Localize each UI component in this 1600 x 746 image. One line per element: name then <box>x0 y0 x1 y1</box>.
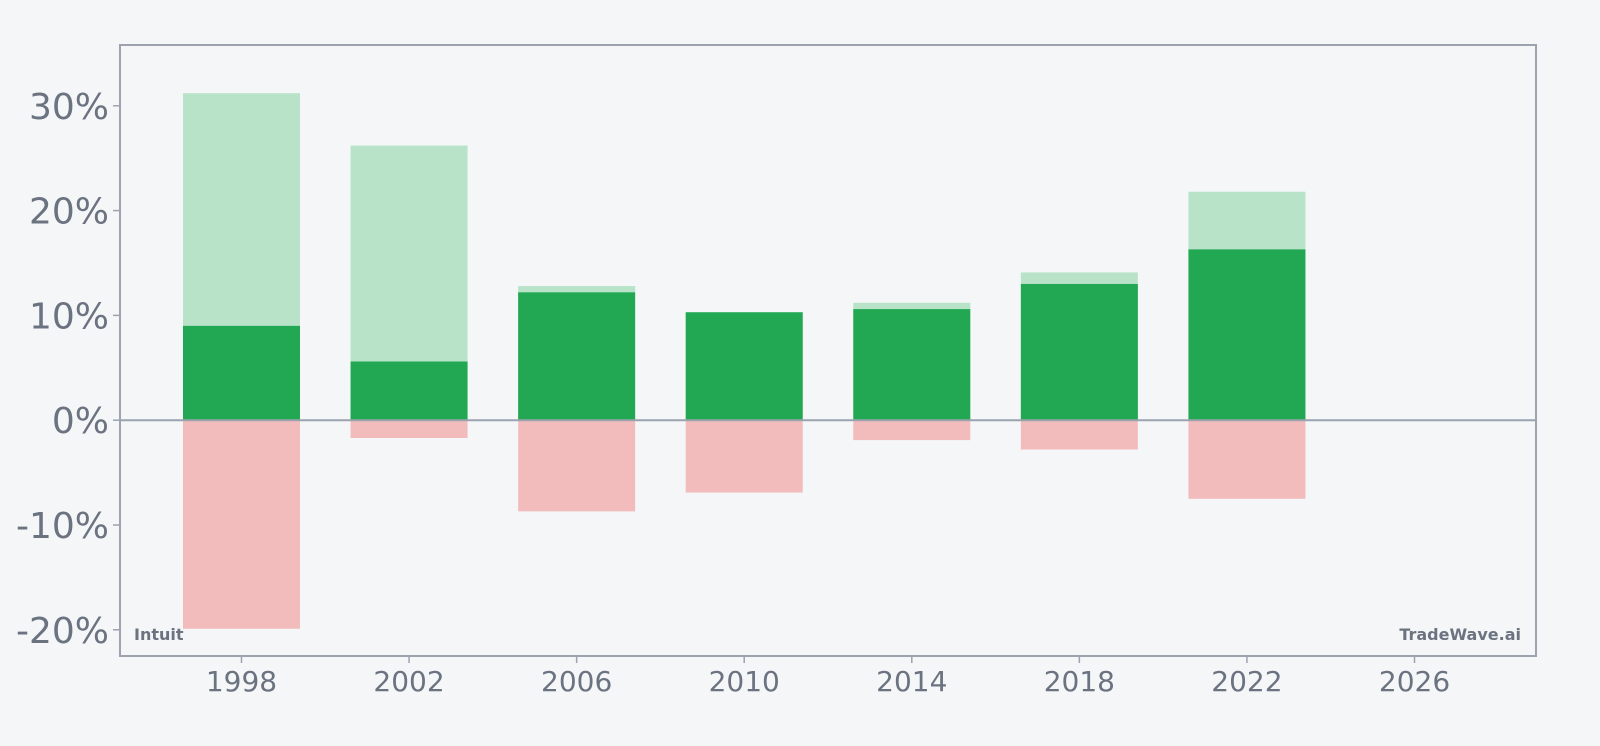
net-bar-2022 <box>1188 249 1306 421</box>
watermark-brand: TradeWave.ai <box>1399 625 1521 644</box>
negative-bar-2006 <box>518 420 636 512</box>
y-tick-label: 0% <box>52 401 109 442</box>
net-bar-1998 <box>182 325 300 421</box>
negative-bar-2022 <box>1188 420 1306 499</box>
y-tick-label: -20% <box>16 611 109 652</box>
y-tick-label: 20% <box>29 192 109 233</box>
net-bar-2010 <box>685 312 803 421</box>
y-tick-label: 10% <box>29 296 109 337</box>
negative-bars <box>182 420 1306 629</box>
y-tick-label: -10% <box>16 506 109 547</box>
x-tick-label: 2010 <box>709 665 780 698</box>
negative-bar-2018 <box>1020 420 1138 450</box>
negative-bar-2010 <box>685 420 803 493</box>
x-tick-label: 2022 <box>1211 665 1282 698</box>
x-tick-label: 2026 <box>1379 665 1450 698</box>
net-bars <box>182 249 1306 421</box>
y-axis: 30% 20% 10% 0% -10% -20% <box>16 87 120 652</box>
x-tick-label: 1998 <box>206 665 277 698</box>
negative-bar-2014 <box>853 420 971 441</box>
x-tick-label: 2018 <box>1044 665 1115 698</box>
negative-bar-1998 <box>182 420 300 629</box>
x-tick-label: 2014 <box>876 665 947 698</box>
y-tick-label: 30% <box>29 87 109 128</box>
net-bar-2018 <box>1020 283 1138 421</box>
negative-bar-2002 <box>350 420 468 439</box>
x-axis: 1998 2002 2006 2010 2014 2018 2022 2026 <box>206 656 1450 698</box>
x-tick-label: 2002 <box>373 665 444 698</box>
net-bar-2006 <box>518 292 636 421</box>
plot-frame <box>119 44 1537 657</box>
net-bar-2002 <box>350 361 468 421</box>
net-bar-2014 <box>853 309 971 421</box>
x-tick-label: 2006 <box>541 665 612 698</box>
watermark-company: Intuit <box>134 625 184 644</box>
